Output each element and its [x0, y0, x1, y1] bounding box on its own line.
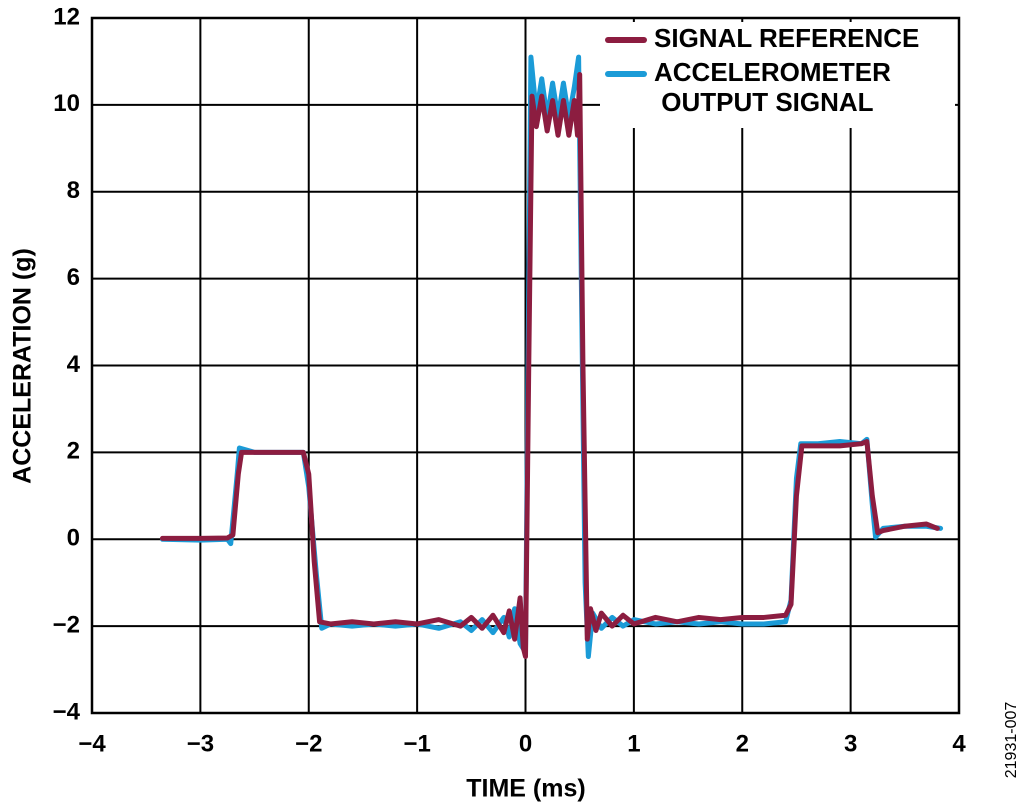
legend-label: SIGNAL REFERENCE	[654, 23, 919, 53]
x-axis-title: TIME (ms)	[466, 775, 585, 803]
y-tick-label: 12	[53, 3, 80, 30]
legend-background	[600, 22, 955, 128]
x-tick-label: −3	[187, 730, 214, 757]
y-tick-label: 8	[67, 177, 80, 204]
y-tick-label: −2	[53, 611, 80, 638]
y-tick-label: −4	[53, 698, 81, 725]
legend-label: ACCELEROMETER OUTPUT SIGNAL	[654, 57, 891, 117]
x-tick-label: 1	[627, 730, 640, 757]
y-tick-label: 6	[67, 264, 80, 291]
plot-frame	[90, 16, 961, 715]
y-tick-label: 2	[67, 438, 80, 465]
x-tick-label: 4	[952, 730, 966, 757]
y-tick-label: 10	[53, 90, 80, 117]
data-line	[159, 71, 940, 660]
x-tick-label: 3	[844, 730, 857, 757]
x-tick-label: 2	[736, 730, 749, 757]
x-tick-label: −1	[403, 730, 430, 757]
x-tick-label: −4	[78, 730, 106, 757]
data-line	[159, 54, 944, 660]
figure-id: 21931-007	[1003, 702, 1020, 779]
x-tick-label: −2	[295, 730, 322, 757]
x-tick-label: 0	[519, 730, 532, 757]
y-axis-title: ACCELERATION (g)	[9, 248, 37, 484]
legend: SIGNAL REFERENCE ACCELEROMETER OUTPUT SIG…	[600, 22, 955, 128]
y-tick-label: 4	[67, 351, 81, 378]
y-tick-label: 0	[67, 525, 80, 552]
